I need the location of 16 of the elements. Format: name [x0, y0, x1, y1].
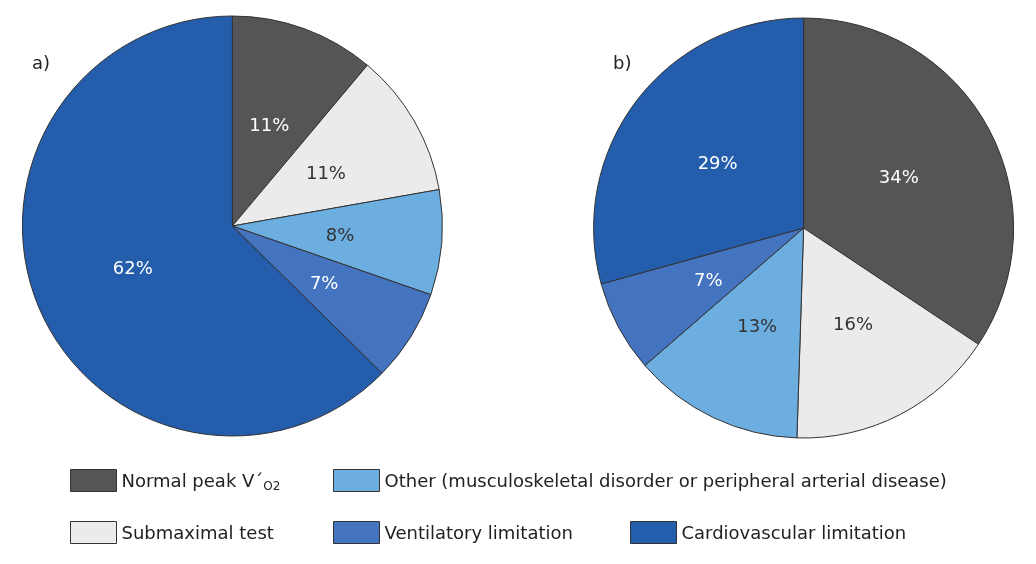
legend-label: Ventilatory limitation — [384, 522, 573, 543]
legend-label: Other (musculoskeletal disorder or peripheral arterial disease) — [384, 470, 947, 491]
text: b) — [613, 51, 632, 73]
data-label: 29% — [697, 152, 738, 174]
legend-label: Cardiovascular limitation — [681, 522, 907, 543]
data-label: 11% — [305, 161, 346, 183]
data-label: 62% — [112, 257, 153, 279]
legend-label: Submaximal test — [121, 522, 274, 543]
data-label: 7% — [694, 268, 723, 290]
data-label: 8% — [325, 224, 355, 246]
data-label: 7% — [309, 272, 339, 294]
data-label: 11% — [249, 114, 290, 136]
data-label: 34% — [878, 166, 919, 188]
data-label: 16% — [833, 313, 874, 335]
text: a) — [32, 51, 51, 73]
data-label: 13% — [737, 315, 778, 337]
